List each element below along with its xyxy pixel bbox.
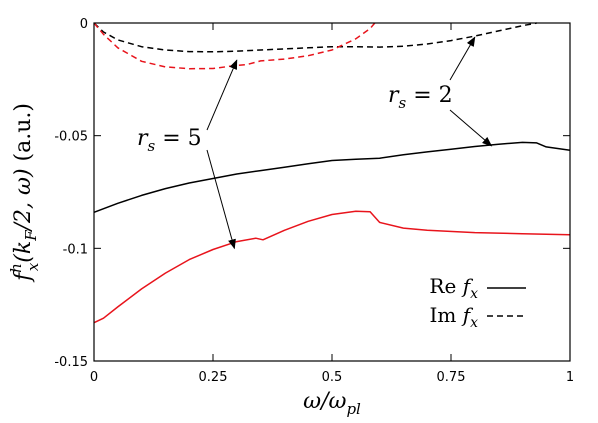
x-tick-label: 1 — [566, 370, 574, 385]
y-tick-label: -0.05 — [54, 130, 88, 145]
x-axis-label-sub: pl — [346, 400, 361, 418]
y-axis-label-sub: x — [24, 262, 42, 271]
y-axis-label-arg: (k — [11, 241, 36, 263]
x-tick-label: 0.5 — [322, 370, 343, 385]
y-tick-label: -0.15 — [54, 355, 88, 370]
legend-entry-re: Re fx — [429, 274, 478, 302]
series-rs2-re — [93, 141, 571, 214]
annotation-arrow — [206, 59, 238, 131]
annotation-rs2-label: rs = 2 — [388, 83, 453, 112]
legend-entry-im: Im fx — [429, 303, 478, 331]
legend-re-sub: x — [470, 286, 478, 302]
legend-im-prefix: Im — [429, 303, 462, 327]
annotation-layer: rs = 2 rs = 5 — [137, 36, 493, 250]
series-rs2-im — [93, 22, 537, 53]
tick-labels: 0 0.25 0.5 0.75 1 0 -0.05 -0.1 -0.15 — [54, 17, 574, 385]
annotation-arrow — [449, 109, 493, 147]
y-axis-label-rest: /2, ω) — [11, 161, 36, 232]
legend-re-prefix: Re — [429, 274, 462, 298]
legend: Re fx Im fx — [429, 274, 526, 331]
x-axis-label: ω/ωpl — [303, 389, 361, 418]
legend-im-sub: x — [470, 315, 478, 331]
y-axis-label-unit: (a.u.) — [11, 103, 36, 161]
y-axis-label-sub-F: F — [22, 230, 40, 242]
x-tick-label: 0.75 — [437, 370, 466, 385]
annotation-arrow — [206, 149, 236, 250]
annotation-rs5-label: rs = 5 — [137, 126, 202, 155]
series-layer — [93, 22, 571, 324]
plot-frame — [93, 22, 571, 362]
x-tick-label: 0 — [90, 370, 98, 385]
y-axis-label: fhx(kF/2, ω) (a.u.) — [7, 103, 42, 283]
annotation-arrow — [449, 36, 476, 81]
series-rs5-im — [93, 22, 376, 70]
x-tick-label: 0.25 — [199, 370, 228, 385]
y-axis-label-sup: h — [7, 263, 25, 273]
axis-ticks — [93, 22, 571, 362]
x-axis-label-omega: ω/ω — [303, 389, 346, 414]
y-tick-label: 0 — [80, 17, 88, 32]
y-tick-label: -0.1 — [63, 242, 88, 257]
series-rs5-re — [93, 210, 571, 324]
